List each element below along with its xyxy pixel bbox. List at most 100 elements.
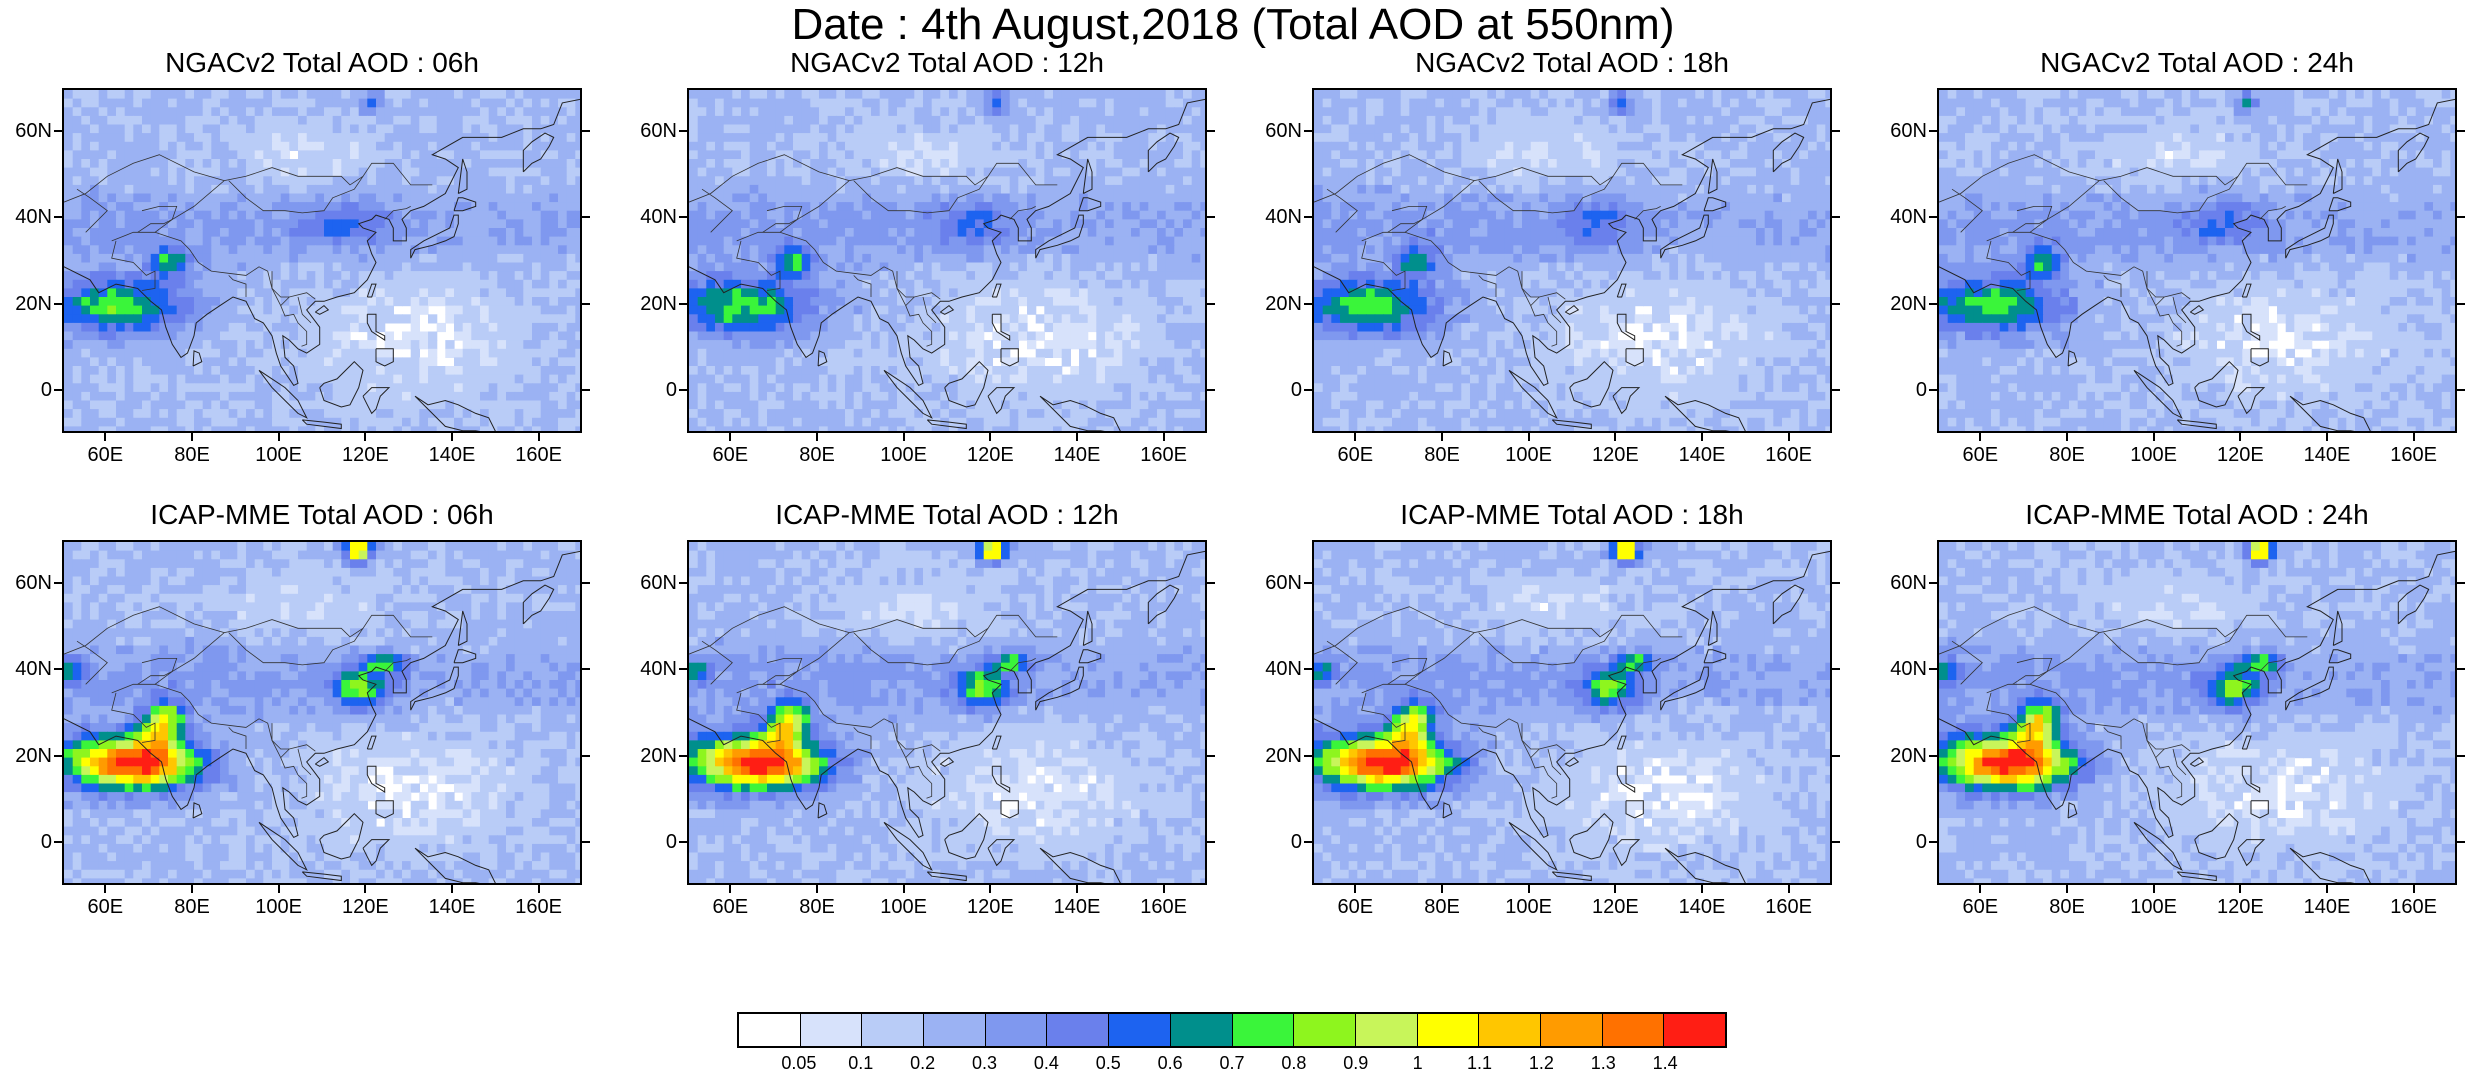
lon-tick: [1701, 885, 1703, 893]
aod-field-map: [1314, 90, 1832, 433]
lon-tick-label: 60E: [1945, 445, 2015, 465]
lat-tick-label: 60N: [1246, 573, 1302, 593]
lat-tick: [582, 130, 590, 132]
lon-tick: [451, 433, 453, 441]
lon-tick: [364, 433, 366, 441]
lon-tick: [1979, 433, 1981, 441]
lon-tick: [2326, 885, 2328, 893]
lon-tick-label: 160E: [1754, 897, 1824, 917]
lon-tick-label: 80E: [157, 445, 227, 465]
lon-tick: [1788, 885, 1790, 893]
lon-tick: [2153, 433, 2155, 441]
aod-field-map: [689, 90, 1207, 433]
lon-tick: [989, 885, 991, 893]
lon-tick: [1354, 885, 1356, 893]
lat-tick: [54, 130, 62, 132]
lat-tick-label: 20N: [1871, 746, 1927, 766]
lat-tick: [1929, 755, 1937, 757]
lon-tick-label: 60E: [70, 897, 140, 917]
aod-field-map: [1314, 542, 1832, 885]
lat-tick: [1207, 582, 1215, 584]
panel-title: NGACv2 Total AOD : 18h: [1312, 46, 1832, 80]
colorbar-level-label: 0.6: [1140, 1053, 1200, 1073]
colorbar-level-label: 0.2: [893, 1053, 953, 1073]
lon-tick: [2239, 885, 2241, 893]
colorbar-level-label: 0.05: [769, 1053, 829, 1073]
lat-tick: [1207, 303, 1215, 305]
lon-tick: [451, 885, 453, 893]
lon-tick: [104, 433, 106, 441]
colorbar-swatch: [1233, 1014, 1295, 1046]
aod-field-map: [689, 542, 1207, 885]
lat-tick: [1304, 389, 1312, 391]
colorbar-swatch: [1541, 1014, 1603, 1046]
lon-tick: [1788, 433, 1790, 441]
lat-tick-label: 0: [1246, 380, 1302, 400]
map-frame: [62, 88, 582, 433]
lat-tick: [1929, 668, 1937, 670]
lat-tick: [679, 841, 687, 843]
lon-tick-label: 120E: [955, 445, 1025, 465]
lon-tick-label: 100E: [869, 897, 939, 917]
lat-tick-label: 40N: [1246, 207, 1302, 227]
lat-tick: [679, 582, 687, 584]
lat-tick: [1929, 389, 1937, 391]
lat-tick: [1832, 130, 1840, 132]
lat-tick: [1207, 216, 1215, 218]
lat-tick: [1832, 755, 1840, 757]
aod-grid-cells: [1939, 542, 2457, 885]
lat-tick-label: 20N: [1871, 294, 1927, 314]
lat-tick-label: 20N: [621, 746, 677, 766]
lon-tick: [729, 885, 731, 893]
panel-title: ICAP-MME Total AOD : 18h: [1312, 498, 1832, 532]
lat-tick: [1832, 841, 1840, 843]
lat-tick: [679, 130, 687, 132]
lat-tick: [2457, 668, 2465, 670]
lat-tick: [1832, 582, 1840, 584]
aod-grid-cells: [64, 542, 582, 885]
lon-tick: [191, 885, 193, 893]
lon-tick: [2066, 885, 2068, 893]
lon-tick-label: 140E: [1667, 445, 1737, 465]
colorbar-level-label: 0.8: [1264, 1053, 1324, 1073]
lat-tick: [679, 303, 687, 305]
lon-tick-label: 140E: [1042, 445, 1112, 465]
lat-tick: [582, 216, 590, 218]
lon-tick: [2413, 433, 2415, 441]
figure-title: Date : 4th August,2018 (Total AOD at 550…: [0, 0, 2466, 50]
lon-tick-label: 120E: [1580, 445, 1650, 465]
lat-tick: [582, 389, 590, 391]
colorbar-swatch: [1109, 1014, 1171, 1046]
lon-tick: [1528, 433, 1530, 441]
lon-tick-label: 100E: [244, 897, 314, 917]
lat-tick: [2457, 755, 2465, 757]
lat-tick-label: 40N: [1871, 207, 1927, 227]
lon-tick-label: 60E: [695, 445, 765, 465]
lon-tick-label: 160E: [2379, 445, 2449, 465]
map-frame: [62, 540, 582, 885]
lat-tick-label: 40N: [621, 207, 677, 227]
lon-tick-label: 120E: [955, 897, 1025, 917]
lon-tick: [903, 885, 905, 893]
lon-tick-label: 140E: [417, 897, 487, 917]
colorbar-level-label: 1: [1388, 1053, 1448, 1073]
lon-tick-label: 80E: [1407, 445, 1477, 465]
panel-title: ICAP-MME Total AOD : 06h: [62, 498, 582, 532]
map-frame: [687, 88, 1207, 433]
panel-title: NGACv2 Total AOD : 24h: [1937, 46, 2457, 80]
aod-field-map: [64, 90, 582, 433]
map-frame: [1312, 88, 1832, 433]
lat-tick: [54, 582, 62, 584]
lat-tick: [1929, 841, 1937, 843]
lon-tick-label: 80E: [2032, 445, 2102, 465]
lon-tick: [2153, 885, 2155, 893]
lon-tick-label: 100E: [1494, 897, 1564, 917]
lat-tick-label: 60N: [1871, 573, 1927, 593]
lat-tick: [1832, 216, 1840, 218]
colorbar-level-label: 1.1: [1450, 1053, 1510, 1073]
lon-tick: [1614, 433, 1616, 441]
lon-tick: [729, 433, 731, 441]
lat-tick-label: 0: [1246, 832, 1302, 852]
